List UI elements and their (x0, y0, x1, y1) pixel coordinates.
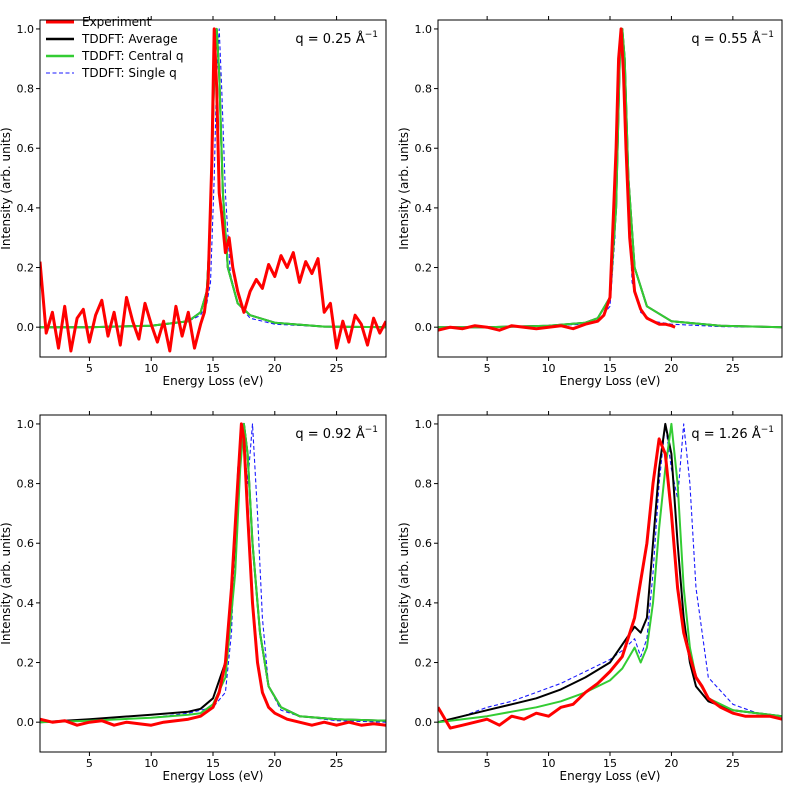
y-tick-label: 0.6 (17, 142, 35, 155)
x-tick-label: 15 (206, 362, 220, 375)
series-tddft-single-q (438, 423, 782, 723)
plot-area (40, 422, 386, 727)
x-axis-label: Energy Loss (eV) (163, 769, 264, 783)
y-tick-label: 1.0 (17, 418, 35, 431)
y-axis-label: Intensity (arb. units) (397, 522, 411, 644)
subplot-top-right: 5 10 15 20 25 0.0 0.2 0.4 0.6 0.8 1.0 Energy Loss (… (397, 16, 783, 388)
y-tick-label: 0.0 (17, 321, 35, 334)
legend-label: TDDFT: Single q (81, 66, 177, 80)
y-tick-label: 0.8 (17, 83, 35, 96)
q-annotation: q = 1.26 Å−1 (691, 425, 774, 442)
plot-area (40, 27, 386, 353)
subplot-top-left: 5 10 15 20 25 0.0 0.2 0.4 0.6 0.8 1.0 Energy Loss (… (0, 15, 387, 388)
y-tick-label: 0.4 (415, 597, 433, 610)
x-tick-label: 25 (330, 362, 344, 375)
x-tick-label: 25 (330, 757, 344, 770)
q-annotation: q = 0.92 Å−1 (295, 425, 378, 442)
x-tick-label: 25 (726, 362, 740, 375)
y-axis-label: Intensity (arb. units) (397, 127, 411, 249)
y-tick-label: 0.6 (415, 537, 433, 550)
series-experiment (40, 422, 386, 727)
x-tick-label: 20 (268, 362, 282, 375)
x-tick-label: 5 (86, 362, 93, 375)
y-tick-label: 0.6 (17, 537, 35, 550)
y-tick-label: 0.4 (17, 202, 35, 215)
x-tick-label: 10 (144, 362, 158, 375)
subplot-bottom-right: 5 10 15 20 25 0.0 0.2 0.4 0.6 0.8 1.0 Energy Loss (… (397, 411, 783, 783)
x-tick-label: 15 (603, 362, 617, 375)
y-tick-label: 0.0 (415, 321, 433, 334)
legend-label: TDDFT: Average (81, 32, 178, 46)
y-tick-label: 1.0 (415, 418, 433, 431)
y-tick-label: 0.8 (17, 478, 35, 491)
y-tick-label: 0.8 (415, 478, 433, 491)
x-tick-label: 10 (542, 757, 556, 770)
x-tick-label: 5 (484, 757, 491, 770)
q-annotation: q = 0.25 Å−1 (295, 30, 378, 47)
x-tick-label: 5 (86, 757, 93, 770)
series-experiment (438, 437, 782, 730)
x-axis-label: Energy Loss (eV) (560, 769, 661, 783)
x-axis-label: Energy Loss (eV) (163, 374, 264, 388)
plot-area (438, 27, 782, 332)
x-tick-label: 20 (664, 757, 678, 770)
y-axis-label: Intensity (arb. units) (0, 522, 13, 644)
q-annotation: q = 0.55 Å−1 (691, 30, 774, 47)
y-tick-label: 0.0 (415, 716, 433, 729)
y-tick-label: 0.2 (17, 262, 35, 275)
x-tick-label: 5 (484, 362, 491, 375)
series-experiment (40, 27, 386, 353)
subplot-bottom-left: 5 10 15 20 25 0.0 0.2 0.4 0.6 0.8 1.0 Energy Loss (… (0, 411, 387, 783)
legend-label: Experiment (82, 15, 152, 29)
x-tick-label: 25 (726, 757, 740, 770)
series-tddft-average (438, 422, 782, 724)
y-tick-label: 0.4 (17, 597, 35, 610)
legend-label: TDDFT: Central q (81, 49, 184, 63)
series-tddft-single-q (40, 28, 386, 328)
series-experiment (438, 27, 676, 332)
series-tddft-central-q (40, 422, 386, 724)
plot-area (438, 422, 782, 730)
x-tick-label: 10 (144, 757, 158, 770)
y-tick-label: 0.4 (415, 202, 433, 215)
y-tick-label: 0.0 (17, 716, 35, 729)
y-tick-label: 0.2 (17, 657, 35, 670)
y-tick-label: 1.0 (415, 23, 433, 36)
y-tick-label: 0.8 (415, 83, 433, 96)
y-axis-label: Intensity (arb. units) (0, 127, 13, 249)
y-tick-label: 0.6 (415, 142, 433, 155)
x-tick-label: 20 (664, 362, 678, 375)
y-tick-label: 1.0 (17, 23, 35, 36)
series-tddft-central-q (40, 27, 386, 329)
y-tick-label: 0.2 (415, 262, 433, 275)
x-axis-label: Energy Loss (eV) (560, 374, 661, 388)
x-tick-label: 10 (542, 362, 556, 375)
x-tick-label: 20 (268, 757, 282, 770)
y-tick-label: 0.2 (415, 657, 433, 670)
x-tick-label: 15 (206, 757, 220, 770)
x-tick-label: 15 (603, 757, 617, 770)
legend: Experiment TDDFT: Average TDDFT: Central q… (46, 15, 184, 80)
